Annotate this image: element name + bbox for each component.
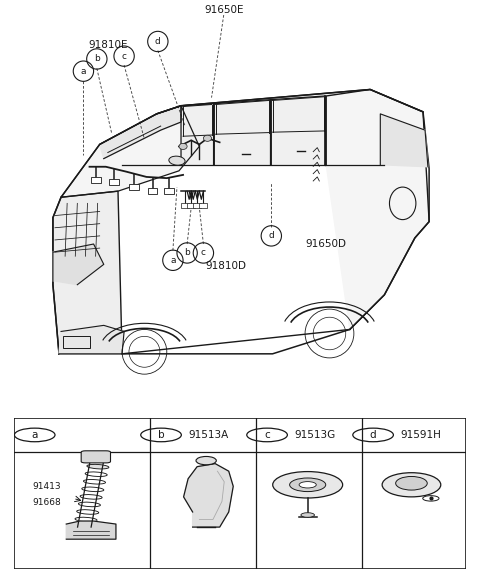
Ellipse shape [179,144,187,149]
FancyBboxPatch shape [81,451,110,463]
Text: 91650E: 91650E [204,5,243,15]
Bar [63,336,90,347]
Bar [187,203,195,208]
Text: 91413: 91413 [33,482,61,491]
Polygon shape [183,464,233,527]
Bar [109,179,119,185]
Text: c: c [201,249,206,257]
Polygon shape [61,106,199,198]
Polygon shape [53,244,104,285]
Text: d: d [268,231,274,241]
Polygon shape [271,96,325,165]
Text: 91591H: 91591H [400,430,441,440]
Bar [181,203,189,208]
Polygon shape [181,89,423,112]
Polygon shape [53,191,122,354]
Text: a: a [81,67,86,76]
Polygon shape [100,106,181,159]
Ellipse shape [382,473,441,497]
Text: c: c [264,430,270,440]
Bar [130,184,139,191]
Ellipse shape [87,464,109,469]
Bar [91,177,100,183]
Polygon shape [214,99,271,165]
Text: b: b [158,430,164,440]
Text: 91513G: 91513G [294,430,336,440]
Polygon shape [326,89,429,329]
Text: 91513A: 91513A [188,430,228,440]
Bar [199,203,207,208]
Ellipse shape [299,482,316,488]
Circle shape [423,496,439,501]
Text: b: b [184,249,190,257]
Text: a: a [170,256,176,265]
Ellipse shape [273,472,343,498]
Polygon shape [380,114,428,167]
Text: b: b [94,55,100,63]
Text: d: d [155,37,161,46]
Text: 91650D: 91650D [305,239,346,249]
Ellipse shape [204,135,212,141]
Text: a: a [32,430,38,440]
Polygon shape [66,521,116,539]
Bar [164,188,174,195]
Polygon shape [53,89,429,354]
Ellipse shape [396,476,427,490]
Polygon shape [59,325,124,354]
Ellipse shape [196,457,216,465]
Circle shape [301,512,314,517]
Text: 91810E: 91810E [88,40,128,50]
Bar [193,203,202,208]
Text: c: c [121,52,127,60]
Bar [148,188,157,194]
Text: d: d [370,430,376,440]
Ellipse shape [289,478,326,492]
Polygon shape [181,103,214,165]
Text: 91668: 91668 [33,498,61,507]
Text: 91810D: 91810D [205,261,246,271]
Ellipse shape [73,525,96,529]
Ellipse shape [169,156,185,165]
